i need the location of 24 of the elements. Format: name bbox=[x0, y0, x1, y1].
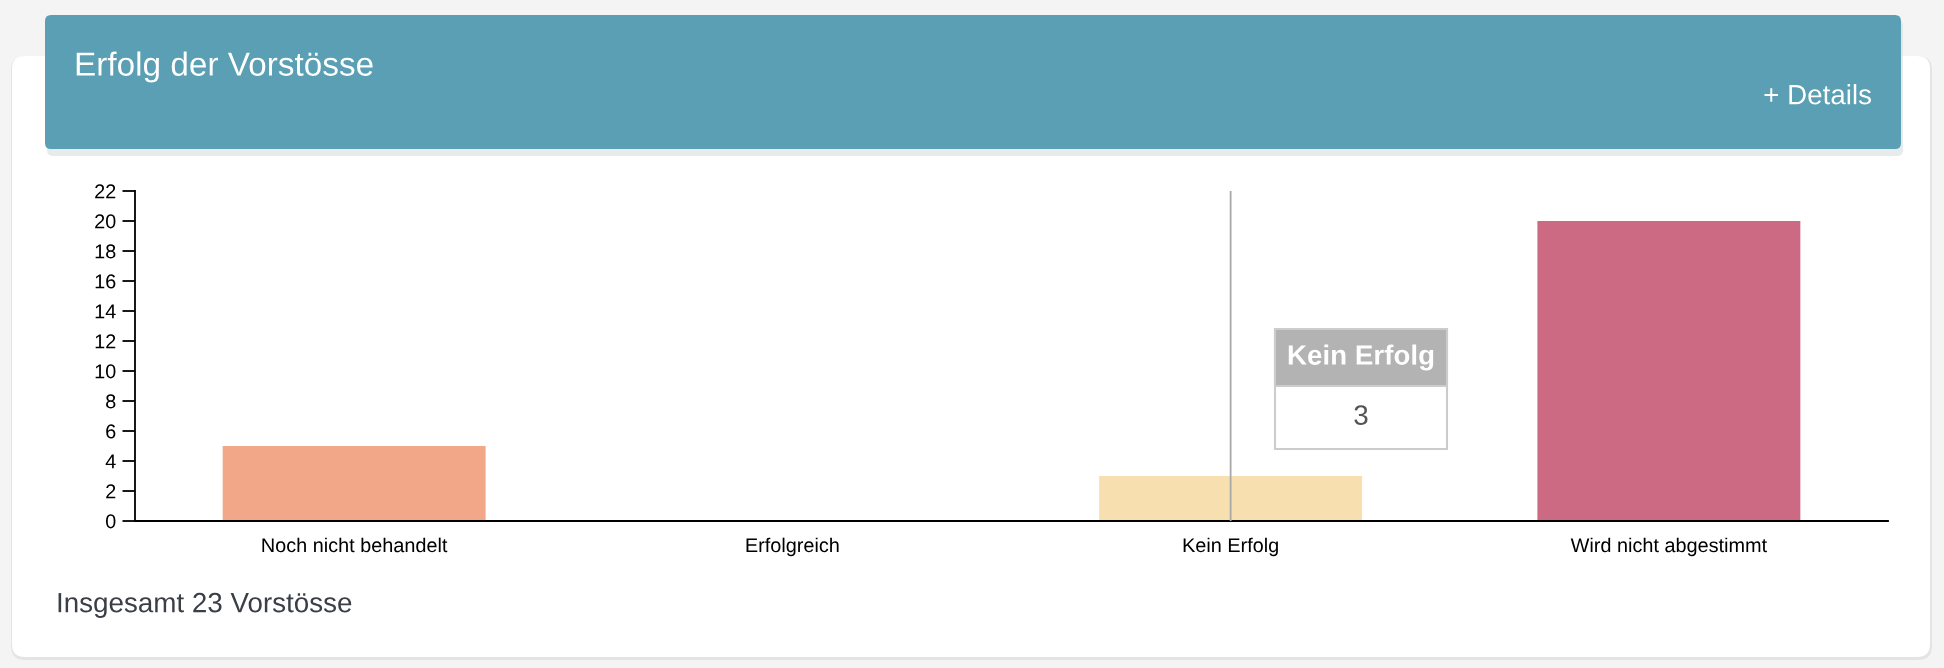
x-tick-label: Kein Erfolg bbox=[1183, 537, 1278, 557]
text: + Details bbox=[1764, 84, 1871, 105]
y-tick-label: 4 bbox=[105, 454, 116, 469]
y-tick-label: 8 bbox=[106, 394, 116, 409]
annotation: 3 bbox=[1354, 405, 1368, 425]
y-tick-label: 22 bbox=[95, 184, 116, 199]
bar bbox=[1537, 221, 1801, 521]
x-tick-label: Erfolgreich bbox=[746, 537, 839, 557]
bar bbox=[222, 446, 486, 521]
bar bbox=[1099, 476, 1363, 521]
y-tick-label: 20 bbox=[95, 214, 116, 229]
text: Insgesamt 23 Vorstösse bbox=[58, 592, 352, 618]
y-tick-label: 0 bbox=[105, 514, 116, 529]
y-tick-label: 14 bbox=[95, 304, 116, 319]
x-tick-label: Wird nicht abgestimmt bbox=[1570, 537, 1767, 557]
y-tick-label: 6 bbox=[106, 424, 116, 439]
y-tick-label: 18 bbox=[95, 244, 116, 259]
y-tick-label: 16 bbox=[95, 274, 116, 289]
y-tick-label: 10 bbox=[95, 364, 116, 379]
y-tick-label: 2 bbox=[106, 484, 116, 499]
annotation: Kein Erfolg bbox=[1288, 344, 1434, 371]
y-tick-label: 12 bbox=[95, 334, 116, 349]
x-tick-label: Noch nicht behandelt bbox=[262, 537, 448, 553]
chart-title: Erfolg der Vorstösse bbox=[76, 51, 373, 83]
